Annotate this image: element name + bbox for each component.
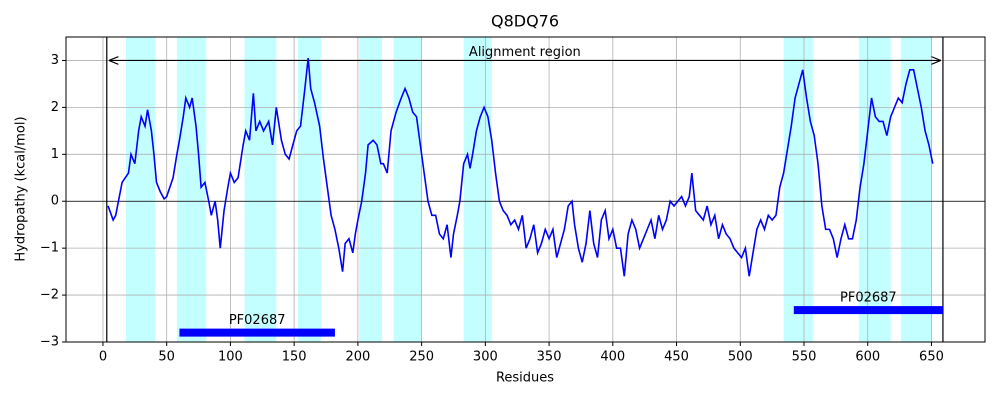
domain-bar <box>793 306 943 315</box>
x-tick-label: 500 <box>728 350 753 365</box>
x-tick-label: 0 <box>99 350 107 365</box>
shaded-region <box>463 37 492 342</box>
shaded-region <box>393 37 422 342</box>
y-axis-label: Hydropathy (kcal/mol) <box>14 116 29 261</box>
y-tick-label: 2 <box>51 100 59 115</box>
y-tick-label: −1 <box>40 241 59 256</box>
chart-title: Q8DQ76 <box>491 12 559 31</box>
x-tick-label: 200 <box>345 350 370 365</box>
x-tick-label: 400 <box>600 350 625 365</box>
shaded-region <box>125 37 156 342</box>
y-tick-label: −3 <box>40 335 59 350</box>
x-tick-label: 600 <box>855 350 880 365</box>
x-axis-label: Residues <box>496 371 554 386</box>
plot-frame <box>65 36 986 343</box>
y-tick-label: 0 <box>51 194 59 209</box>
x-tick-label: 300 <box>473 350 498 365</box>
x-tick-label: 150 <box>282 350 307 365</box>
shaded-region <box>858 37 891 342</box>
y-tick-label: 1 <box>51 147 59 162</box>
x-tick-label: 50 <box>158 350 175 365</box>
x-tick-label: 250 <box>409 350 434 365</box>
domain-bar <box>179 328 335 337</box>
x-tick-label: 450 <box>664 350 689 365</box>
domain-label: PF02687 <box>229 313 286 328</box>
shaded-region <box>176 37 207 342</box>
x-tick-label: 350 <box>537 350 562 365</box>
y-tick-label: 3 <box>51 53 59 68</box>
domain-label: PF02687 <box>840 291 897 306</box>
shaded-region <box>783 37 813 342</box>
y-tick-label: −2 <box>40 288 59 303</box>
x-tick-label: 650 <box>919 350 944 365</box>
alignment-label: Alignment region <box>469 45 581 60</box>
shaded-region <box>244 37 277 342</box>
x-tick-label: 550 <box>792 350 817 365</box>
shaded-region <box>359 37 383 342</box>
x-tick-label: 100 <box>218 350 243 365</box>
hydropathy-line <box>107 58 934 277</box>
shaded-region <box>297 37 321 342</box>
